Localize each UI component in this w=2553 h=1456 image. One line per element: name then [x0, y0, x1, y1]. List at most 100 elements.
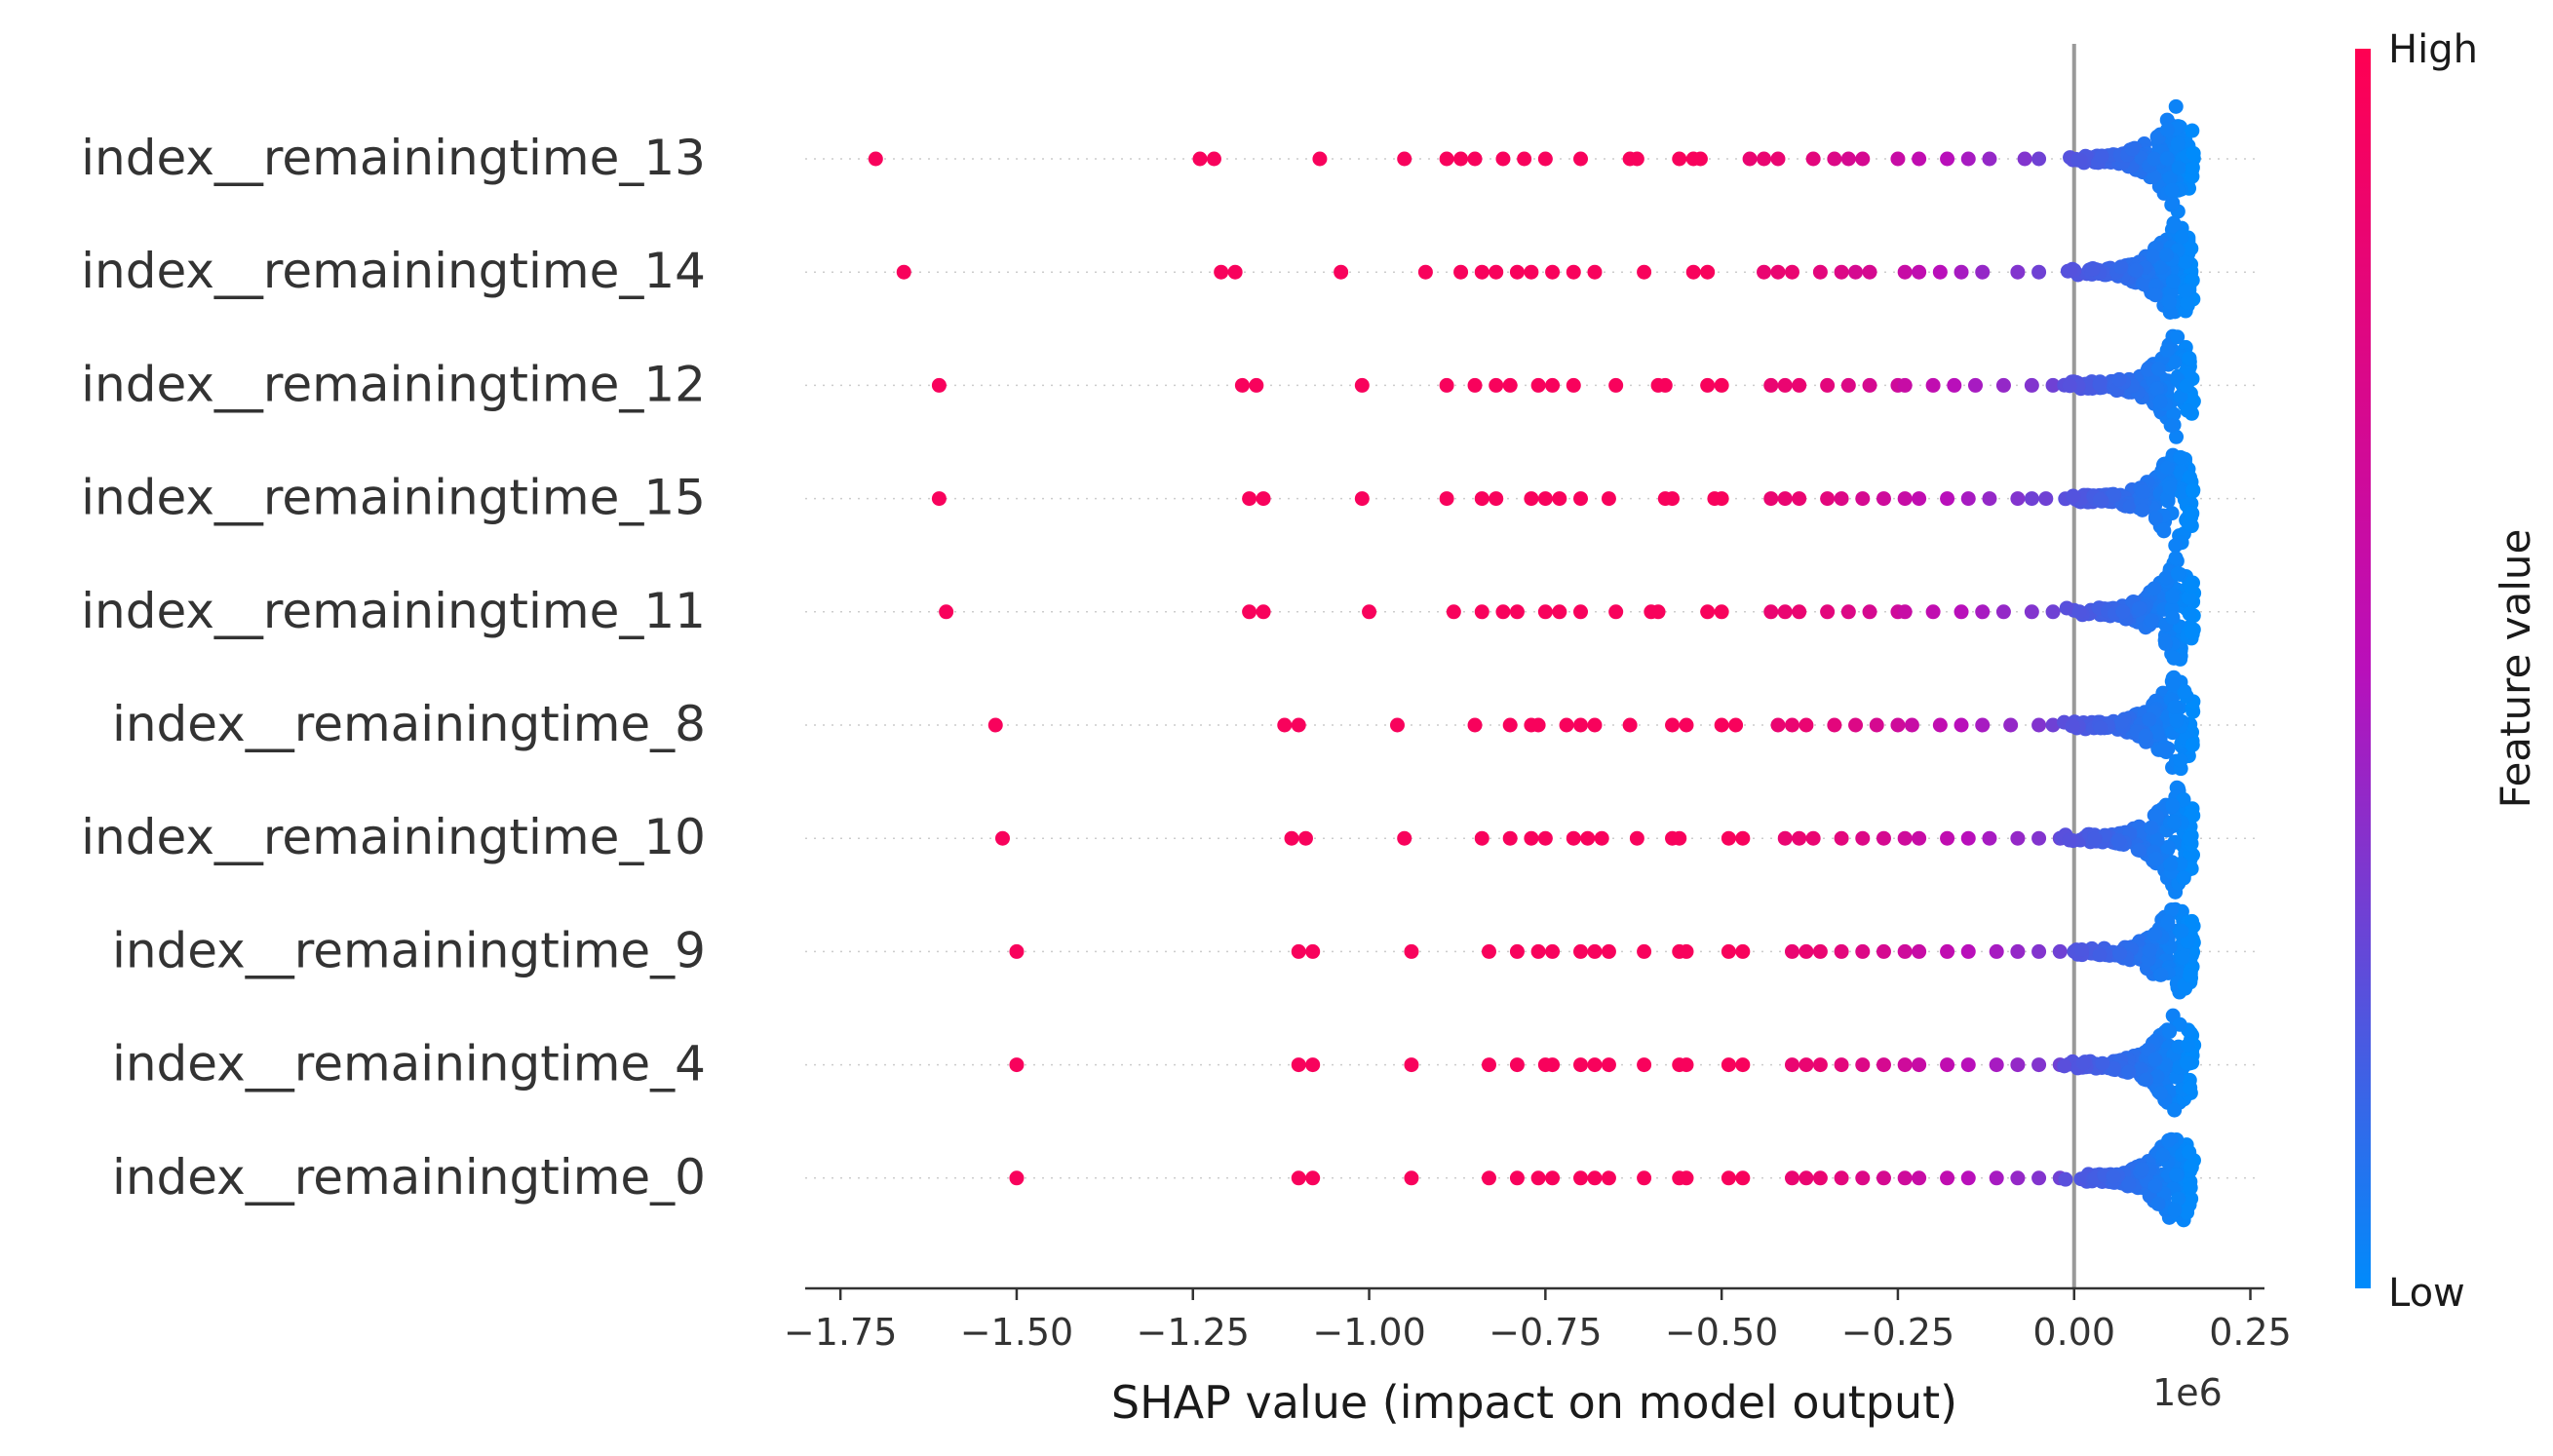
- shap-point: [1657, 377, 1673, 393]
- shap-point: [1792, 491, 1807, 507]
- feature-labels: index__remainingtime_13 index__remainingt…: [81, 130, 706, 1206]
- shap-point: [2153, 259, 2169, 275]
- shap-point: [2177, 683, 2192, 699]
- shap-point: [1587, 1170, 1603, 1186]
- shap-point: [2024, 377, 2039, 393]
- shap-point: [1397, 830, 1412, 846]
- shap-point: [2160, 914, 2176, 930]
- feature-label: index__remainingtime_12: [81, 356, 706, 412]
- shap-point: [2114, 714, 2130, 730]
- shap-point: [1404, 1057, 1419, 1073]
- shap-point: [1594, 830, 1609, 846]
- shap-point: [2150, 361, 2166, 376]
- shap-point: [1679, 1057, 1694, 1073]
- shap-point: [1566, 264, 1581, 280]
- shap-point: [2154, 743, 2170, 758]
- x-tick-label: −1.75: [784, 1311, 897, 1354]
- shap-point: [1890, 717, 1906, 733]
- shap-point: [2173, 752, 2188, 768]
- shap-point: [1770, 264, 1786, 280]
- shap-point: [1834, 491, 1849, 507]
- shap-point: [2167, 1203, 2183, 1218]
- shap-point: [1777, 491, 1793, 507]
- shap-point: [1637, 264, 1652, 280]
- shap-point: [1650, 604, 1666, 620]
- shap-point: [1876, 1170, 1891, 1186]
- shap-point: [2178, 284, 2193, 299]
- shap-point: [1721, 943, 1736, 959]
- shap-point: [2170, 329, 2186, 345]
- shap-point: [1481, 1170, 1496, 1186]
- shap-point: [1474, 264, 1489, 280]
- shap-point: [987, 717, 1003, 733]
- shap-point: [1305, 943, 1321, 959]
- shap-point: [1277, 717, 1293, 733]
- shap-point: [2148, 851, 2164, 866]
- shap-point: [1763, 491, 1779, 507]
- shap-point: [1953, 604, 1969, 620]
- shap-point: [1404, 1170, 1419, 1186]
- shap-point: [1799, 943, 1814, 959]
- shap-point: [1742, 151, 1758, 167]
- shap-point: [2168, 538, 2184, 554]
- shap-point: [1757, 264, 1772, 280]
- shap-point: [2159, 248, 2175, 263]
- shap-point: [2110, 833, 2126, 849]
- shap-point: [2180, 1205, 2195, 1220]
- shap-point: [2131, 601, 2147, 617]
- shap-point: [2162, 171, 2178, 186]
- shap-point: [2024, 491, 2039, 507]
- shap-point: [2087, 831, 2103, 847]
- shap-point: [2174, 229, 2189, 245]
- shap-point: [1537, 604, 1553, 620]
- shap-point: [2072, 152, 2088, 168]
- shap-point: [1862, 377, 1877, 393]
- shap-point: [2180, 295, 2195, 311]
- shap-point: [2153, 967, 2169, 982]
- feature-label: index__remainingtime_4: [112, 1036, 706, 1092]
- shap-point: [2149, 809, 2165, 824]
- shap-point: [1960, 943, 1976, 959]
- shap-point: [1763, 604, 1779, 620]
- x-tick-label: −0.50: [1665, 1311, 1778, 1354]
- x-axis-offset-label: 1e6: [2152, 1371, 2223, 1414]
- shap-point: [1530, 943, 1546, 959]
- shap-point: [2155, 522, 2171, 538]
- shap-point: [1453, 264, 1469, 280]
- shap-point: [2185, 506, 2200, 521]
- shap-point: [2010, 830, 2026, 846]
- shap-point: [2182, 1144, 2197, 1160]
- shap-point: [1982, 491, 1997, 507]
- shap-point: [1714, 717, 1729, 733]
- shap-point: [1940, 943, 1955, 959]
- shap-point: [931, 377, 947, 393]
- shap-point: [2146, 249, 2161, 264]
- shap-point: [2031, 943, 2047, 959]
- x-tick-label: −1.25: [1137, 1311, 1250, 1354]
- shap-point: [1601, 491, 1616, 507]
- shap-point: [2147, 511, 2163, 526]
- shap-point: [1685, 264, 1701, 280]
- shap-point: [1995, 377, 2011, 393]
- shap-point: [1792, 830, 1807, 846]
- shap-point: [1960, 151, 1976, 167]
- shap-point: [1692, 151, 1708, 167]
- shap-point: [2010, 1170, 2026, 1186]
- shap-point: [1784, 717, 1799, 733]
- shap-point: [2166, 650, 2182, 666]
- shap-point: [2149, 1069, 2165, 1085]
- shap-point: [1587, 1057, 1603, 1073]
- shap-point: [1489, 264, 1504, 280]
- shap-point: [2182, 351, 2197, 366]
- shap-point: [2184, 579, 2199, 594]
- shap-point: [1537, 830, 1553, 846]
- shap-point: [2168, 98, 2184, 114]
- shap-point: [1714, 377, 1729, 393]
- shap-point: [2003, 717, 2019, 733]
- shap-point: [1932, 264, 1948, 280]
- shap-point: [1509, 1170, 1525, 1186]
- shap-point: [2186, 482, 2201, 498]
- shap-point: [2031, 1057, 2047, 1073]
- shap-point: [2160, 839, 2176, 855]
- shap-point: [1509, 943, 1525, 959]
